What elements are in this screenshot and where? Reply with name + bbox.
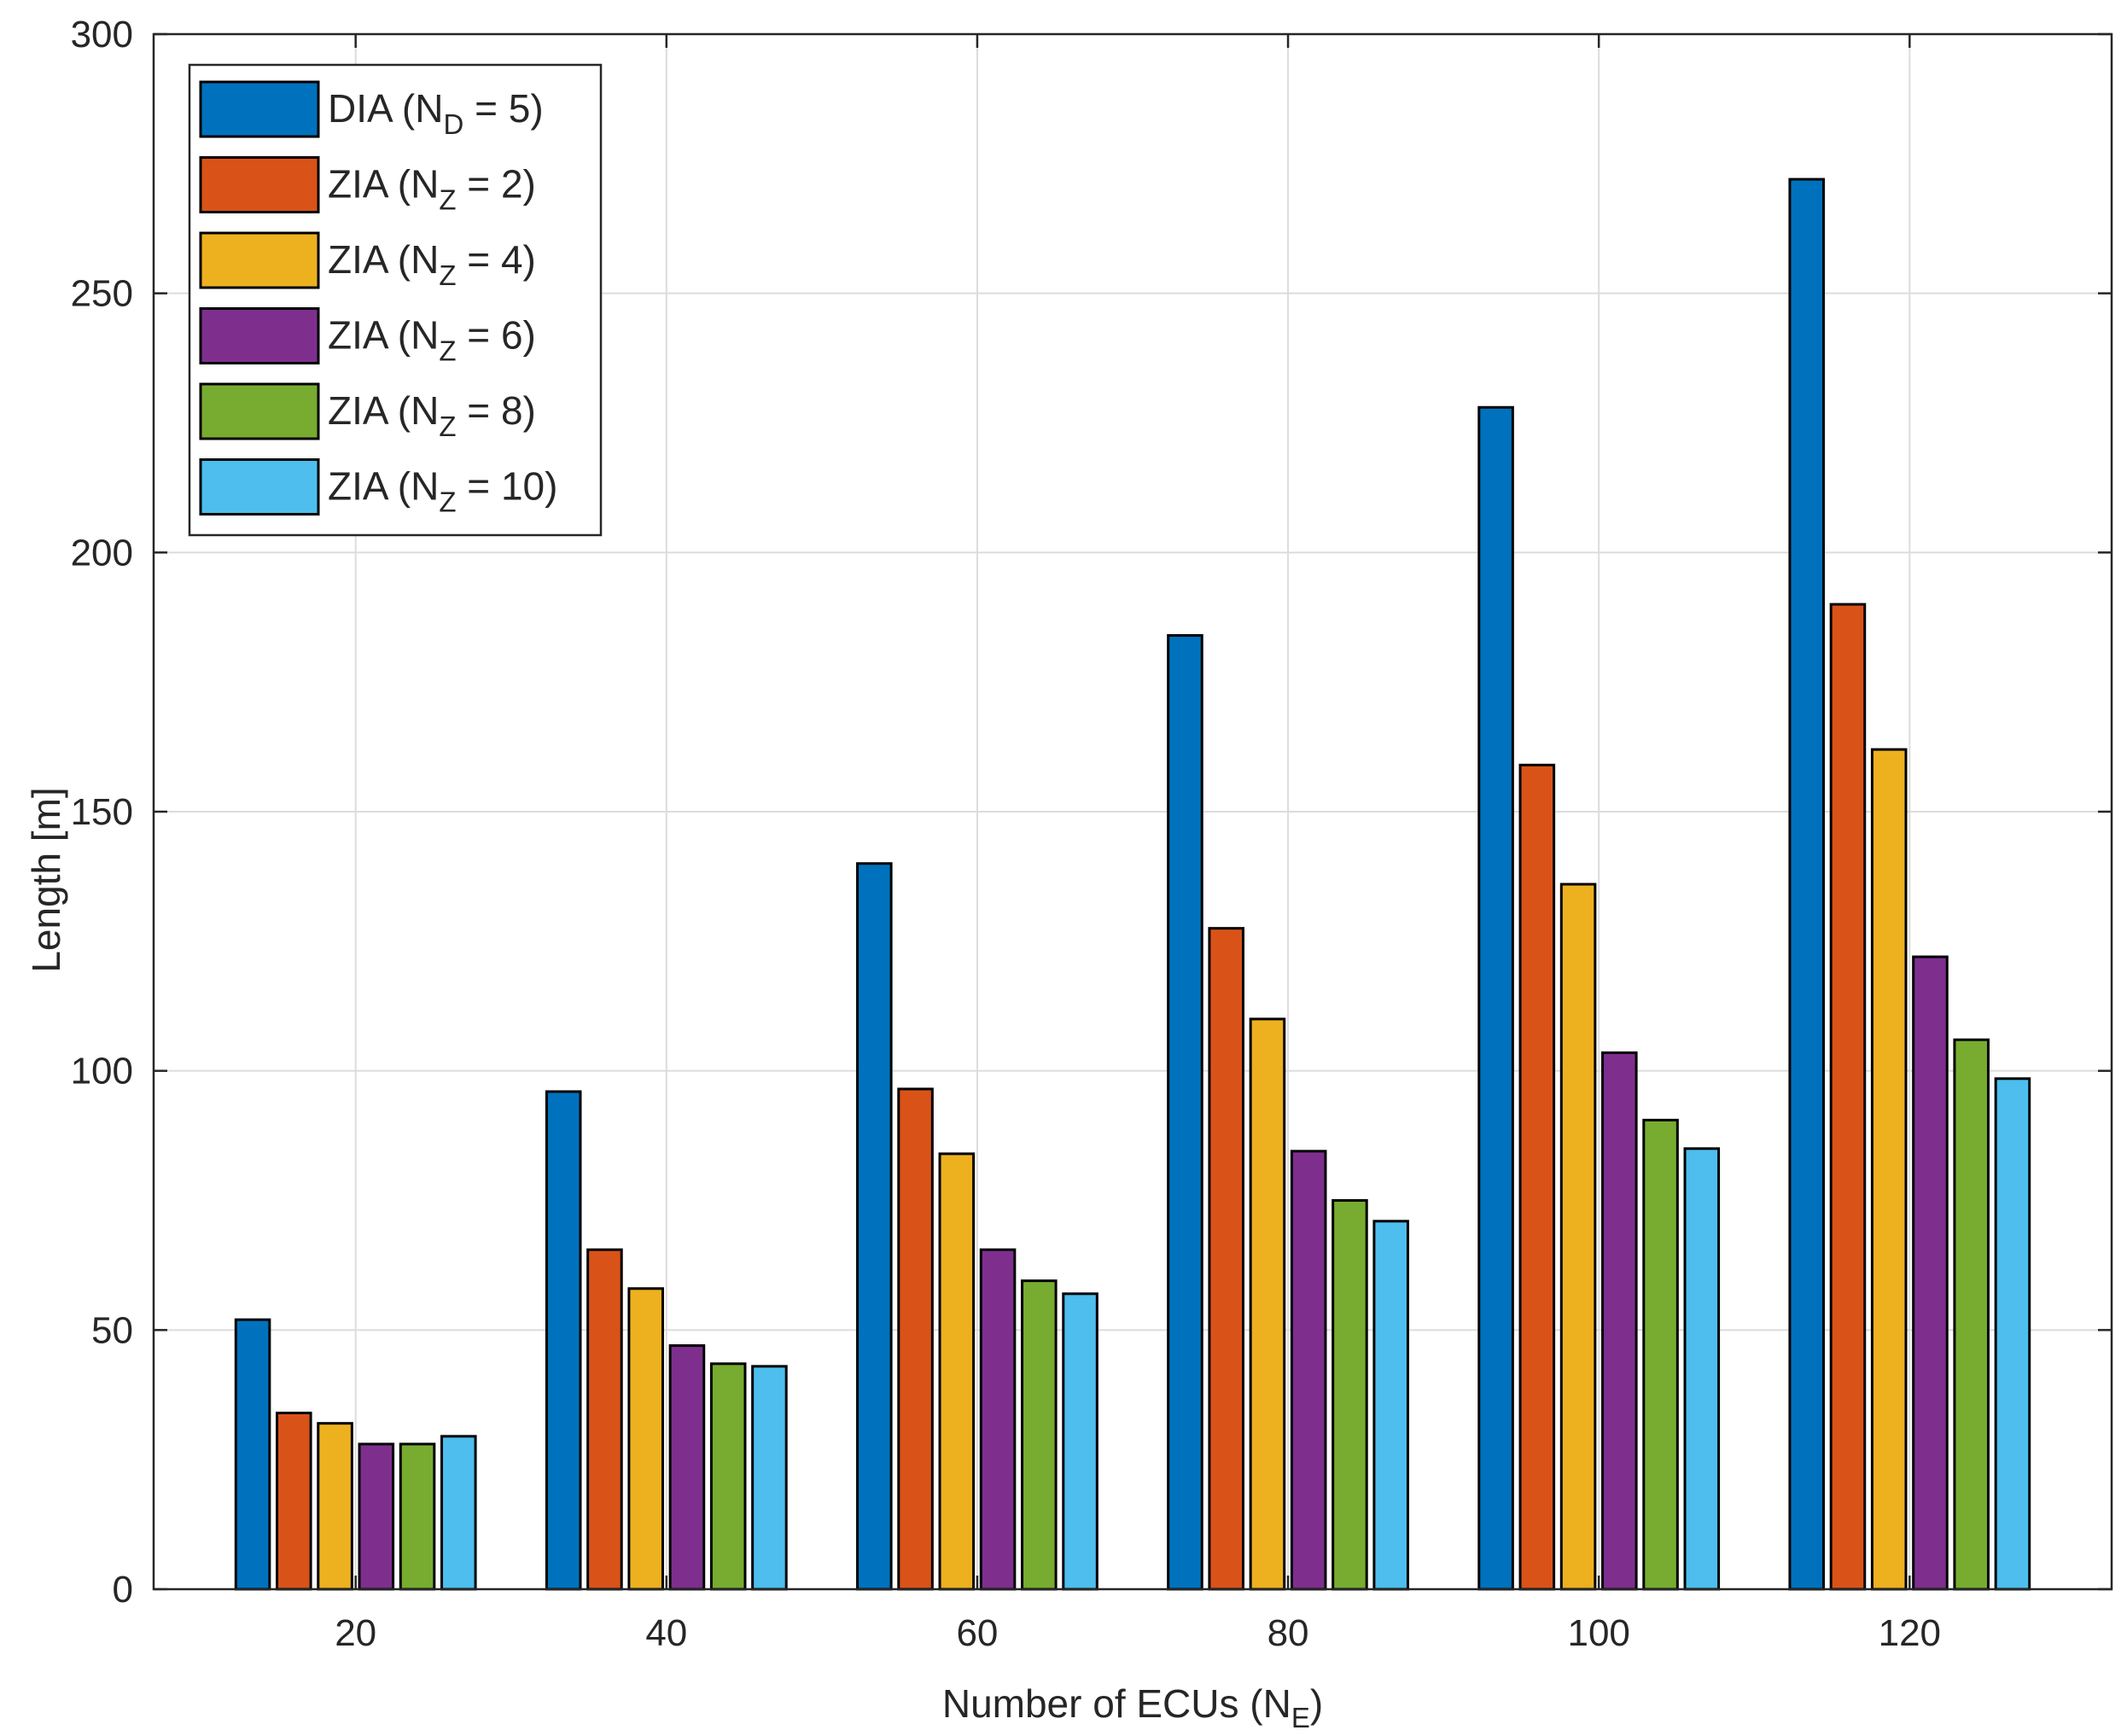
bar-series-3-80 xyxy=(1249,1017,1286,1591)
x-axis-label-main: Number of ECUs (N xyxy=(942,1681,1291,1726)
legend-label: ZIA (NZ = 8) xyxy=(328,388,536,442)
x-tick-label: 80 xyxy=(1267,1612,1309,1654)
bar-series-2-40 xyxy=(586,1248,623,1591)
y-tick-label: 300 xyxy=(71,14,133,55)
legend-swatch xyxy=(199,156,320,213)
ticks xyxy=(154,32,2112,1591)
bar-series-2-20 xyxy=(276,1412,312,1591)
bar-series-4-80 xyxy=(1290,1150,1327,1591)
bar-series-1-100 xyxy=(1477,405,1514,1591)
legend-swatch xyxy=(199,307,320,364)
bar-series-6-100 xyxy=(1683,1147,1721,1591)
bar-series-2-120 xyxy=(1829,603,1867,1591)
bars xyxy=(234,178,2031,1591)
bar-series-6-60 xyxy=(1062,1292,1098,1591)
bar-series-2-100 xyxy=(1518,763,1556,1591)
x-tick-label: 60 xyxy=(956,1612,998,1654)
x-axis-label-sub: E xyxy=(1291,1702,1310,1733)
bar-series-3-20 xyxy=(317,1422,353,1591)
y-tick-labels: 0 50 100 150 200 250 300 xyxy=(71,14,133,1611)
bar-series-5-80 xyxy=(1332,1199,1368,1591)
bar-series-4-100 xyxy=(1601,1051,1638,1591)
y-tick-label: 200 xyxy=(71,532,133,574)
bar-series-1-40 xyxy=(545,1090,582,1591)
legend-label: ZIA (NZ = 10) xyxy=(328,464,557,518)
bar-series-1-120 xyxy=(1788,178,1825,1591)
bar-series-3-40 xyxy=(627,1287,664,1591)
y-tick-label: 50 xyxy=(91,1309,133,1351)
x-tick-labels: 20 40 60 80 100 120 xyxy=(335,1612,1941,1654)
bar-series-4-40 xyxy=(668,1344,706,1591)
legend-label: DIA (ND = 5) xyxy=(328,86,544,140)
bar-series-4-20 xyxy=(358,1442,395,1591)
x-tick-label: 120 xyxy=(1879,1612,1941,1654)
y-tick-label: 250 xyxy=(71,273,133,315)
bar-series-6-20 xyxy=(440,1435,477,1591)
legend-box xyxy=(188,63,603,537)
bar-series-6-40 xyxy=(751,1365,788,1591)
legend-swatch xyxy=(199,458,320,516)
bar-series-3-120 xyxy=(1870,748,1908,1591)
bar-series-6-120 xyxy=(1994,1077,2031,1591)
legend-swatch xyxy=(199,382,320,440)
bar-series-5-100 xyxy=(1642,1118,1679,1591)
bar-series-6-80 xyxy=(1372,1220,1409,1591)
bar-series-1-60 xyxy=(856,862,893,1591)
bar-series-4-120 xyxy=(1912,955,1949,1591)
bar-series-5-20 xyxy=(399,1442,436,1591)
x-tick-label: 20 xyxy=(335,1612,376,1654)
x-tick-label: 100 xyxy=(1567,1612,1629,1654)
y-tick-label: 0 xyxy=(113,1569,133,1611)
y-axis-label: Length [m] xyxy=(24,787,68,972)
bar-series-3-100 xyxy=(1559,883,1597,1591)
bar-series-1-20 xyxy=(234,1318,271,1591)
legend-label: ZIA (NZ = 6) xyxy=(328,313,536,367)
x-tick-label: 40 xyxy=(645,1612,687,1654)
y-tick-label: 150 xyxy=(71,791,133,833)
bar-series-2-60 xyxy=(897,1087,934,1591)
grid xyxy=(154,34,2112,1589)
legend-swatch xyxy=(199,80,320,138)
x-axis-label-end: ) xyxy=(1310,1681,1323,1726)
legend-label: ZIA (NZ = 2) xyxy=(328,162,536,216)
bar-series-2-80 xyxy=(1208,927,1244,1591)
y-tick-label: 100 xyxy=(71,1051,133,1092)
bar-series-5-120 xyxy=(1953,1038,1990,1591)
legend-label: ZIA (NZ = 4) xyxy=(328,237,536,291)
legend-swatch xyxy=(199,231,320,289)
bar-series-4-60 xyxy=(979,1248,1017,1591)
bar-series-5-60 xyxy=(1021,1279,1058,1591)
bar-series-5-40 xyxy=(709,1362,747,1591)
bar-series-3-60 xyxy=(938,1152,976,1591)
legend: DIA (ND = 5) ZIA (NZ = 2) ZIA (NZ = 4) ZIA … xyxy=(188,63,603,537)
x-axis-label: Number of ECUs (NE) xyxy=(942,1681,1323,1733)
bar-series-1-80 xyxy=(1167,634,1203,1591)
